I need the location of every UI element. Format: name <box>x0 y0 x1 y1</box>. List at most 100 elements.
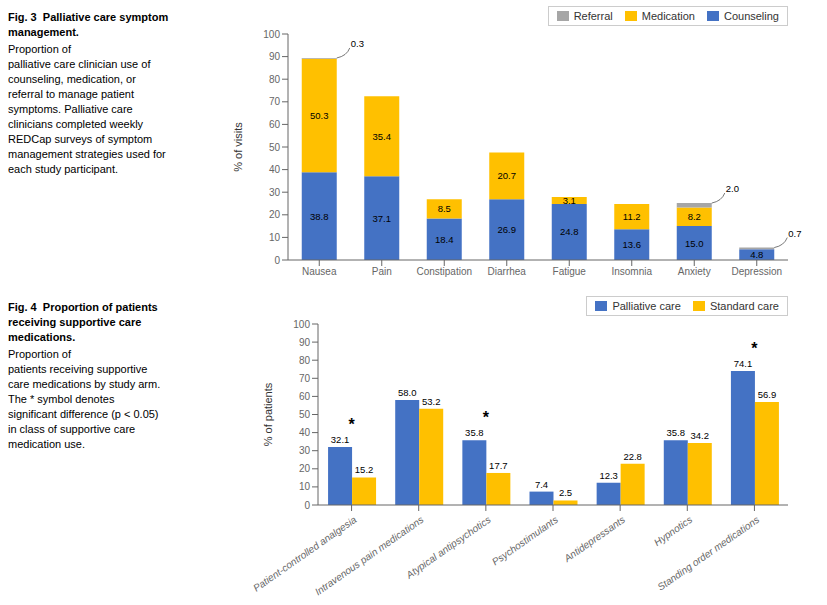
svg-text:35.8: 35.8 <box>667 427 686 438</box>
svg-text:Anxiety: Anxiety <box>678 266 711 277</box>
svg-text:15.2: 15.2 <box>355 464 374 475</box>
svg-text:80: 80 <box>299 355 311 366</box>
html-text:Counseling: Counseling <box>724 10 779 22</box>
html-text:referral to manage patient: referral to manage patient <box>8 88 134 100</box>
svg-text:0: 0 <box>274 255 280 266</box>
svg-text:Atypical antipsychotics: Atypical antipsychotics <box>403 514 493 581</box>
html-text:receiving supportive care: receiving supportive care <box>8 316 142 328</box>
html-text:Palliative care: Palliative care <box>612 300 681 312</box>
svg-text:60: 60 <box>269 119 281 130</box>
svg-text:37.1: 37.1 <box>373 213 392 224</box>
svg-text:35.8: 35.8 <box>465 427 484 438</box>
svg-text:40: 40 <box>269 164 281 175</box>
svg-text:12.3: 12.3 <box>599 470 618 481</box>
svg-text:35.4: 35.4 <box>373 131 392 142</box>
svg-text:Pain: Pain <box>372 266 392 277</box>
svg-text:70: 70 <box>269 96 281 107</box>
svg-text:3.1: 3.1 <box>563 195 576 206</box>
html-text:Standard care: Standard care <box>709 300 779 312</box>
svg-text:Intravenous pain medications: Intravenous pain medications <box>313 514 426 598</box>
svg-text:60: 60 <box>299 391 311 402</box>
html-text:Proportion of: Proportion of <box>8 43 71 55</box>
svg-text:20: 20 <box>299 463 311 474</box>
svg-text:10: 10 <box>299 481 311 492</box>
svg-text:Insomnia: Insomnia <box>611 266 652 277</box>
svg-text:Depression: Depression <box>731 266 782 277</box>
html-text:palliative care clinician use: palliative care clinician use of <box>8 58 151 70</box>
svg-text:24.8: 24.8 <box>560 226 579 237</box>
html-text:counseling, medication, or: counseling, medication, or <box>8 73 136 85</box>
svg-text:56.9: 56.9 <box>758 389 777 400</box>
svg-text:*: * <box>751 340 758 357</box>
svg-text:Constipation: Constipation <box>416 266 472 277</box>
html-text:medication use.: medication use. <box>8 438 85 450</box>
svg-text:Psychostimulants: Psychostimulants <box>490 514 560 568</box>
svg-text:38.8: 38.8 <box>310 211 329 222</box>
svg-text:% of patients: % of patients <box>262 382 274 446</box>
svg-text:0.3: 0.3 <box>351 38 364 49</box>
svg-text:20: 20 <box>269 209 281 220</box>
svg-text:0.7: 0.7 <box>788 228 801 239</box>
html-text:The * symbol denotes: The * symbol denotes <box>8 393 115 405</box>
html-text:each study participant.: each study participant. <box>8 163 119 175</box>
html-text:Proportion of: Proportion of <box>8 348 71 360</box>
svg-text:100: 100 <box>293 319 310 330</box>
svg-text:100: 100 <box>263 29 280 40</box>
svg-text:11.2: 11.2 <box>623 211 641 222</box>
svg-text:22.8: 22.8 <box>623 451 642 462</box>
html-text:Fig. 4 Proportion of patients: Fig. 4 Proportion of patients <box>8 301 158 313</box>
svg-text:90: 90 <box>299 337 311 348</box>
svg-text:10: 10 <box>269 232 281 243</box>
svg-text:90: 90 <box>269 51 281 62</box>
svg-text:53.2: 53.2 <box>422 396 441 407</box>
svg-text:74.1: 74.1 <box>734 358 753 369</box>
svg-text:80: 80 <box>269 74 281 85</box>
html-text:REDCap surveys of symptom: REDCap surveys of symptom <box>8 133 153 145</box>
svg-text:58.0: 58.0 <box>398 387 417 398</box>
html-text:clinicians completed weekly: clinicians completed weekly <box>8 118 144 130</box>
html-text:Medication: Medication <box>641 10 695 22</box>
svg-text:4.8: 4.8 <box>750 249 763 260</box>
html-text:significant difference (p < 0.: significant difference (p < 0.05) <box>8 408 159 420</box>
svg-text:17.7: 17.7 <box>489 460 508 471</box>
svg-text:40: 40 <box>299 427 311 438</box>
svg-text:Nausea: Nausea <box>302 266 337 277</box>
html-text:management.: management. <box>8 26 79 38</box>
html-text:symptoms. Palliative care: symptoms. Palliative care <box>8 103 133 115</box>
svg-text:30: 30 <box>269 187 281 198</box>
svg-text:50: 50 <box>299 409 311 420</box>
svg-text:50.3: 50.3 <box>310 110 329 121</box>
svg-text:0: 0 <box>304 500 310 511</box>
html-text:Fig. 3 Palliative care symptom: Fig. 3 Palliative care symptom <box>8 11 169 23</box>
svg-text:13.6: 13.6 <box>623 239 642 250</box>
svg-text:18.4: 18.4 <box>435 234 454 245</box>
svg-text:30: 30 <box>299 445 311 456</box>
html-text:patients receiving supportive: patients receiving supportive <box>8 363 148 375</box>
svg-text:20.7: 20.7 <box>498 170 517 181</box>
html-text:in class of supportive care: in class of supportive care <box>8 423 136 435</box>
svg-text:Fatigue: Fatigue <box>553 266 587 277</box>
svg-text:*: * <box>483 409 490 426</box>
svg-text:Antidepressants: Antidepressants <box>561 514 627 565</box>
svg-text:2.5: 2.5 <box>559 487 572 498</box>
svg-text:50: 50 <box>269 142 281 153</box>
html-text:care medications by study arm.: care medications by study arm. <box>8 378 161 390</box>
svg-text:26.9: 26.9 <box>498 224 517 235</box>
html-text:management strategies used for: management strategies used for <box>8 148 166 160</box>
svg-text:7.4: 7.4 <box>535 479 548 490</box>
svg-text:8.5: 8.5 <box>438 203 451 214</box>
svg-text:Diarrhea: Diarrhea <box>488 266 527 277</box>
svg-text:70: 70 <box>299 373 311 384</box>
html-text:Referral: Referral <box>573 10 613 22</box>
svg-text:*: * <box>348 416 355 433</box>
svg-text:% of visits: % of visits <box>232 122 244 172</box>
svg-text:32.1: 32.1 <box>331 434 350 445</box>
html-text:medications.: medications. <box>8 331 76 343</box>
svg-text:Patient-controlled analgesia: Patient-controlled analgesia <box>251 514 359 594</box>
svg-text:Hypnotics: Hypnotics <box>652 514 694 548</box>
svg-text:2.0: 2.0 <box>726 183 739 194</box>
svg-text:8.2: 8.2 <box>688 211 701 222</box>
svg-text:34.2: 34.2 <box>691 430 710 441</box>
svg-text:Standing order medications: Standing order medications <box>655 514 761 593</box>
svg-text:15.0: 15.0 <box>685 238 704 249</box>
